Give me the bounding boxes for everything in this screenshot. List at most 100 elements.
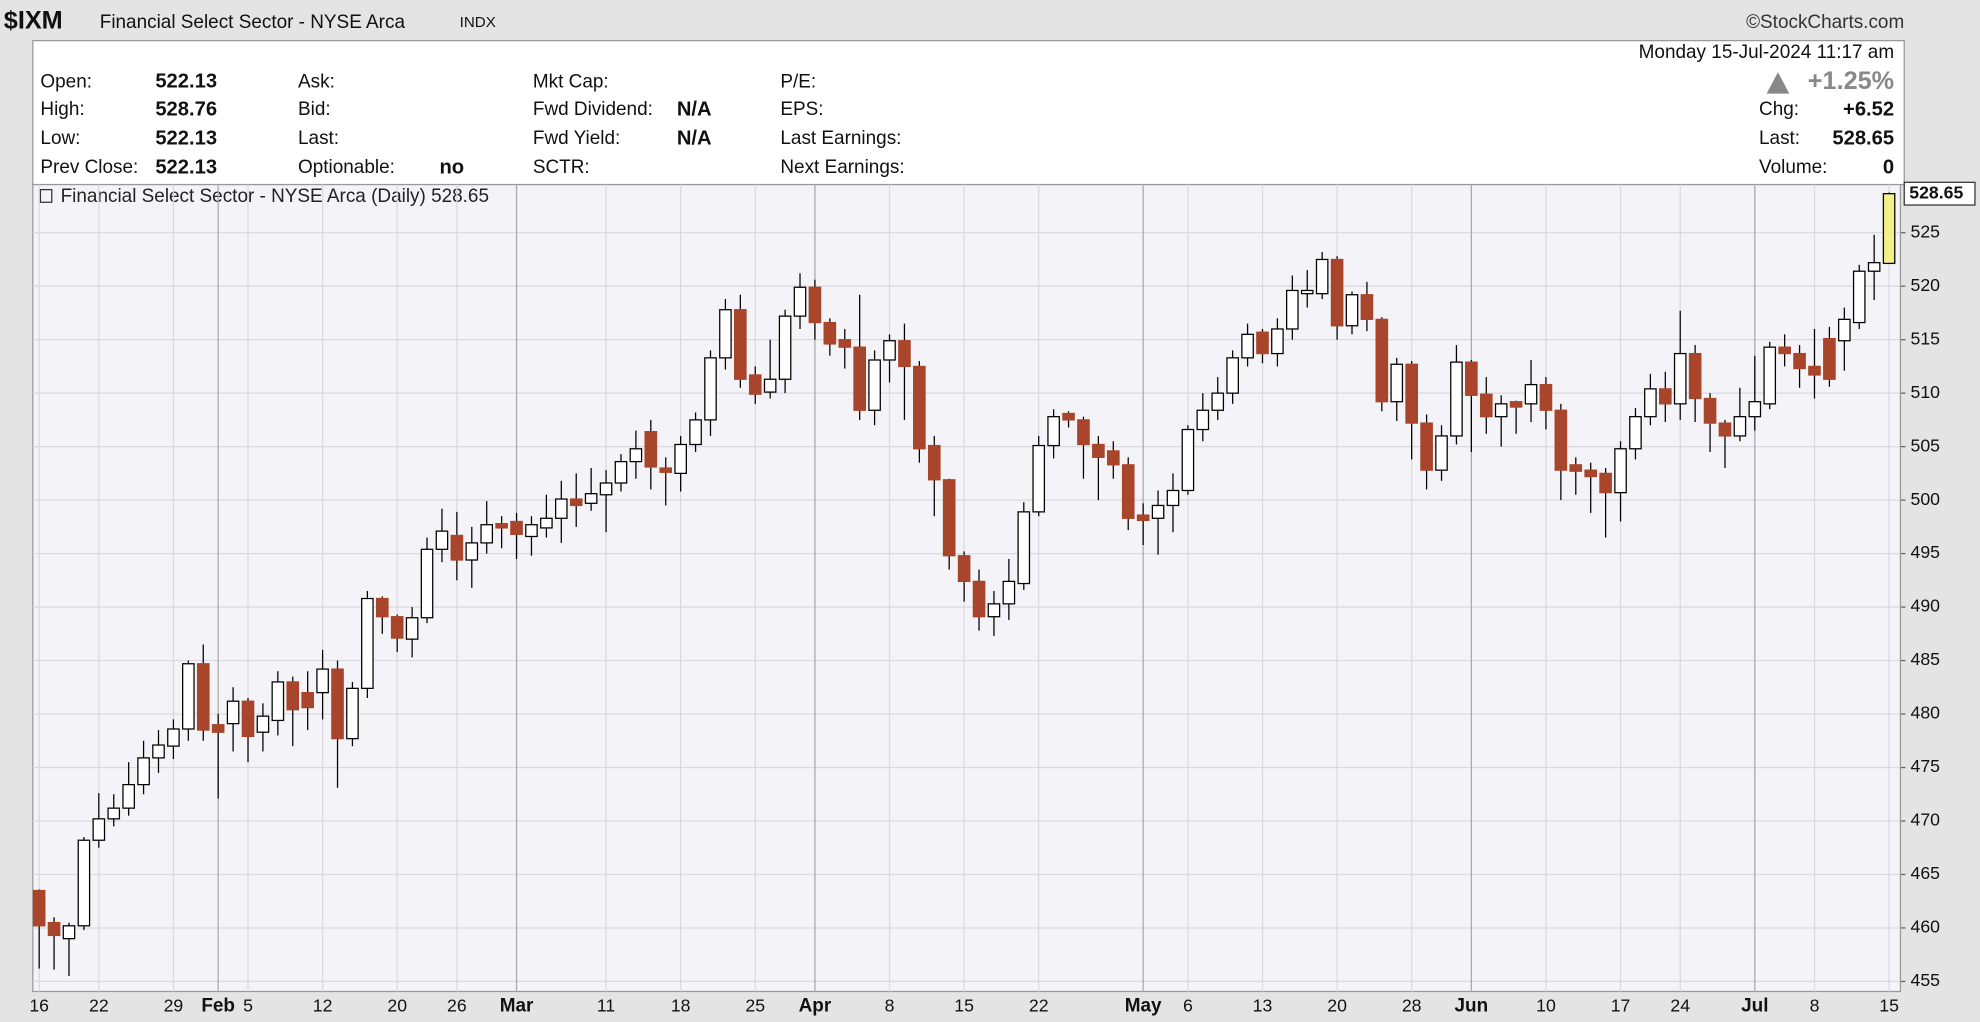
candle-body [107,807,121,820]
chart-icon [39,188,53,203]
candle-body [1032,444,1046,513]
field-value: no [439,157,464,179]
candle-body [1047,416,1060,447]
candle-body [778,315,792,380]
x-tick-label: Mar [500,996,534,1017]
candle-body [182,663,195,730]
field-label: Prev Close: [40,157,138,178]
field-label: Volume: [1759,157,1827,178]
field-value: 522.13 [155,157,217,179]
field-value: 528.76 [155,98,217,120]
candle-body [1823,337,1836,380]
candle-body [1196,409,1210,431]
candle-body [1509,401,1523,408]
candle-body [913,365,926,450]
candle-body [1658,388,1672,405]
candle-body [972,580,986,618]
candle-body [1524,383,1538,405]
field-value: 528.65 [1832,127,1894,149]
y-tick-label: 480 [1911,703,1941,723]
candle-body [614,460,628,484]
candle-body [1673,352,1687,405]
candle-body [62,925,76,940]
x-tick-label: May [1125,996,1162,1017]
candle-body [1494,403,1508,418]
candle-body [1554,409,1568,471]
field-label: Bid: [298,99,331,120]
candle-body [196,663,210,731]
y-tick-label: 460 [1911,917,1941,937]
candle-body [465,542,479,561]
x-tick-label: 12 [313,995,333,1015]
plot-area [32,183,1902,993]
candle-body [331,668,344,740]
candle-body [1539,383,1553,411]
candle-body [1599,472,1612,494]
chart-title: Financial Select Sector - NYSE Arca (Dai… [61,186,489,207]
candle-body [883,340,896,361]
x-tick-label: 6 [1183,995,1193,1015]
x-tick-label: 8 [1810,995,1820,1015]
candle-body [1106,450,1120,466]
y-tick-label: 490 [1911,596,1941,616]
candle-body [211,724,225,733]
field-label: Fwd Dividend: [533,99,653,120]
field-value: +6.52 [1843,98,1894,120]
x-tick-label: 26 [447,995,467,1015]
field-label: Last Earnings: [780,128,901,149]
candle-body [629,448,643,463]
candle-body [1300,289,1314,295]
instrument-name: Financial Select Sector - NYSE Arca [100,12,406,33]
candle-body [793,286,807,317]
field-label: High: [40,99,84,120]
candle-body [763,378,777,393]
x-tick-label: 29 [164,995,184,1015]
candle-body [346,687,359,740]
candle-body [957,555,971,583]
x-tick-label: 13 [1253,995,1273,1015]
x-tick-label: Feb [201,996,235,1017]
field-value: N/A [677,127,712,149]
field-value: 522.13 [155,71,217,93]
candle-body [644,431,658,468]
candle-body [1241,333,1254,359]
candle-body [942,479,956,557]
candle-body [554,498,568,519]
candle-body [1077,419,1090,446]
candle-body [1614,448,1627,494]
y-tick-label: 485 [1911,649,1941,669]
candle-body [540,517,553,529]
y-tick-label: 465 [1911,863,1941,883]
candle-body [525,524,538,538]
up-arrow [1766,72,1790,94]
candle-body [480,524,494,544]
field-label: Chg: [1759,99,1799,120]
field-label: Next Earnings: [780,157,904,178]
field-label: P/E: [780,71,816,92]
candle-body [1688,352,1702,400]
candle-body [1793,352,1806,370]
candle-body [1778,346,1791,355]
field-label: Open: [40,71,92,92]
axes: 4554604654704754804854904955005055105155… [29,181,1976,1017]
candle-body [1450,361,1463,437]
candle-body [734,309,747,380]
field-label: Mkt Cap: [533,71,609,92]
x-tick-label: 15 [954,995,974,1015]
candle-body [868,359,881,411]
x-tick-label: 17 [1611,995,1631,1015]
candle-body [1211,392,1225,411]
candle-body [137,757,150,786]
candle-body [1002,580,1016,605]
candle-body [271,681,285,722]
field-label: EPS: [780,99,823,120]
candle-body [823,321,837,345]
candles [32,192,1896,977]
y-tick-label: 520 [1911,275,1941,295]
field-label: Fwd Yield: [533,128,620,149]
x-tick-label: 10 [1536,995,1556,1015]
candle-body [1852,270,1866,324]
candle-body [1390,363,1404,403]
